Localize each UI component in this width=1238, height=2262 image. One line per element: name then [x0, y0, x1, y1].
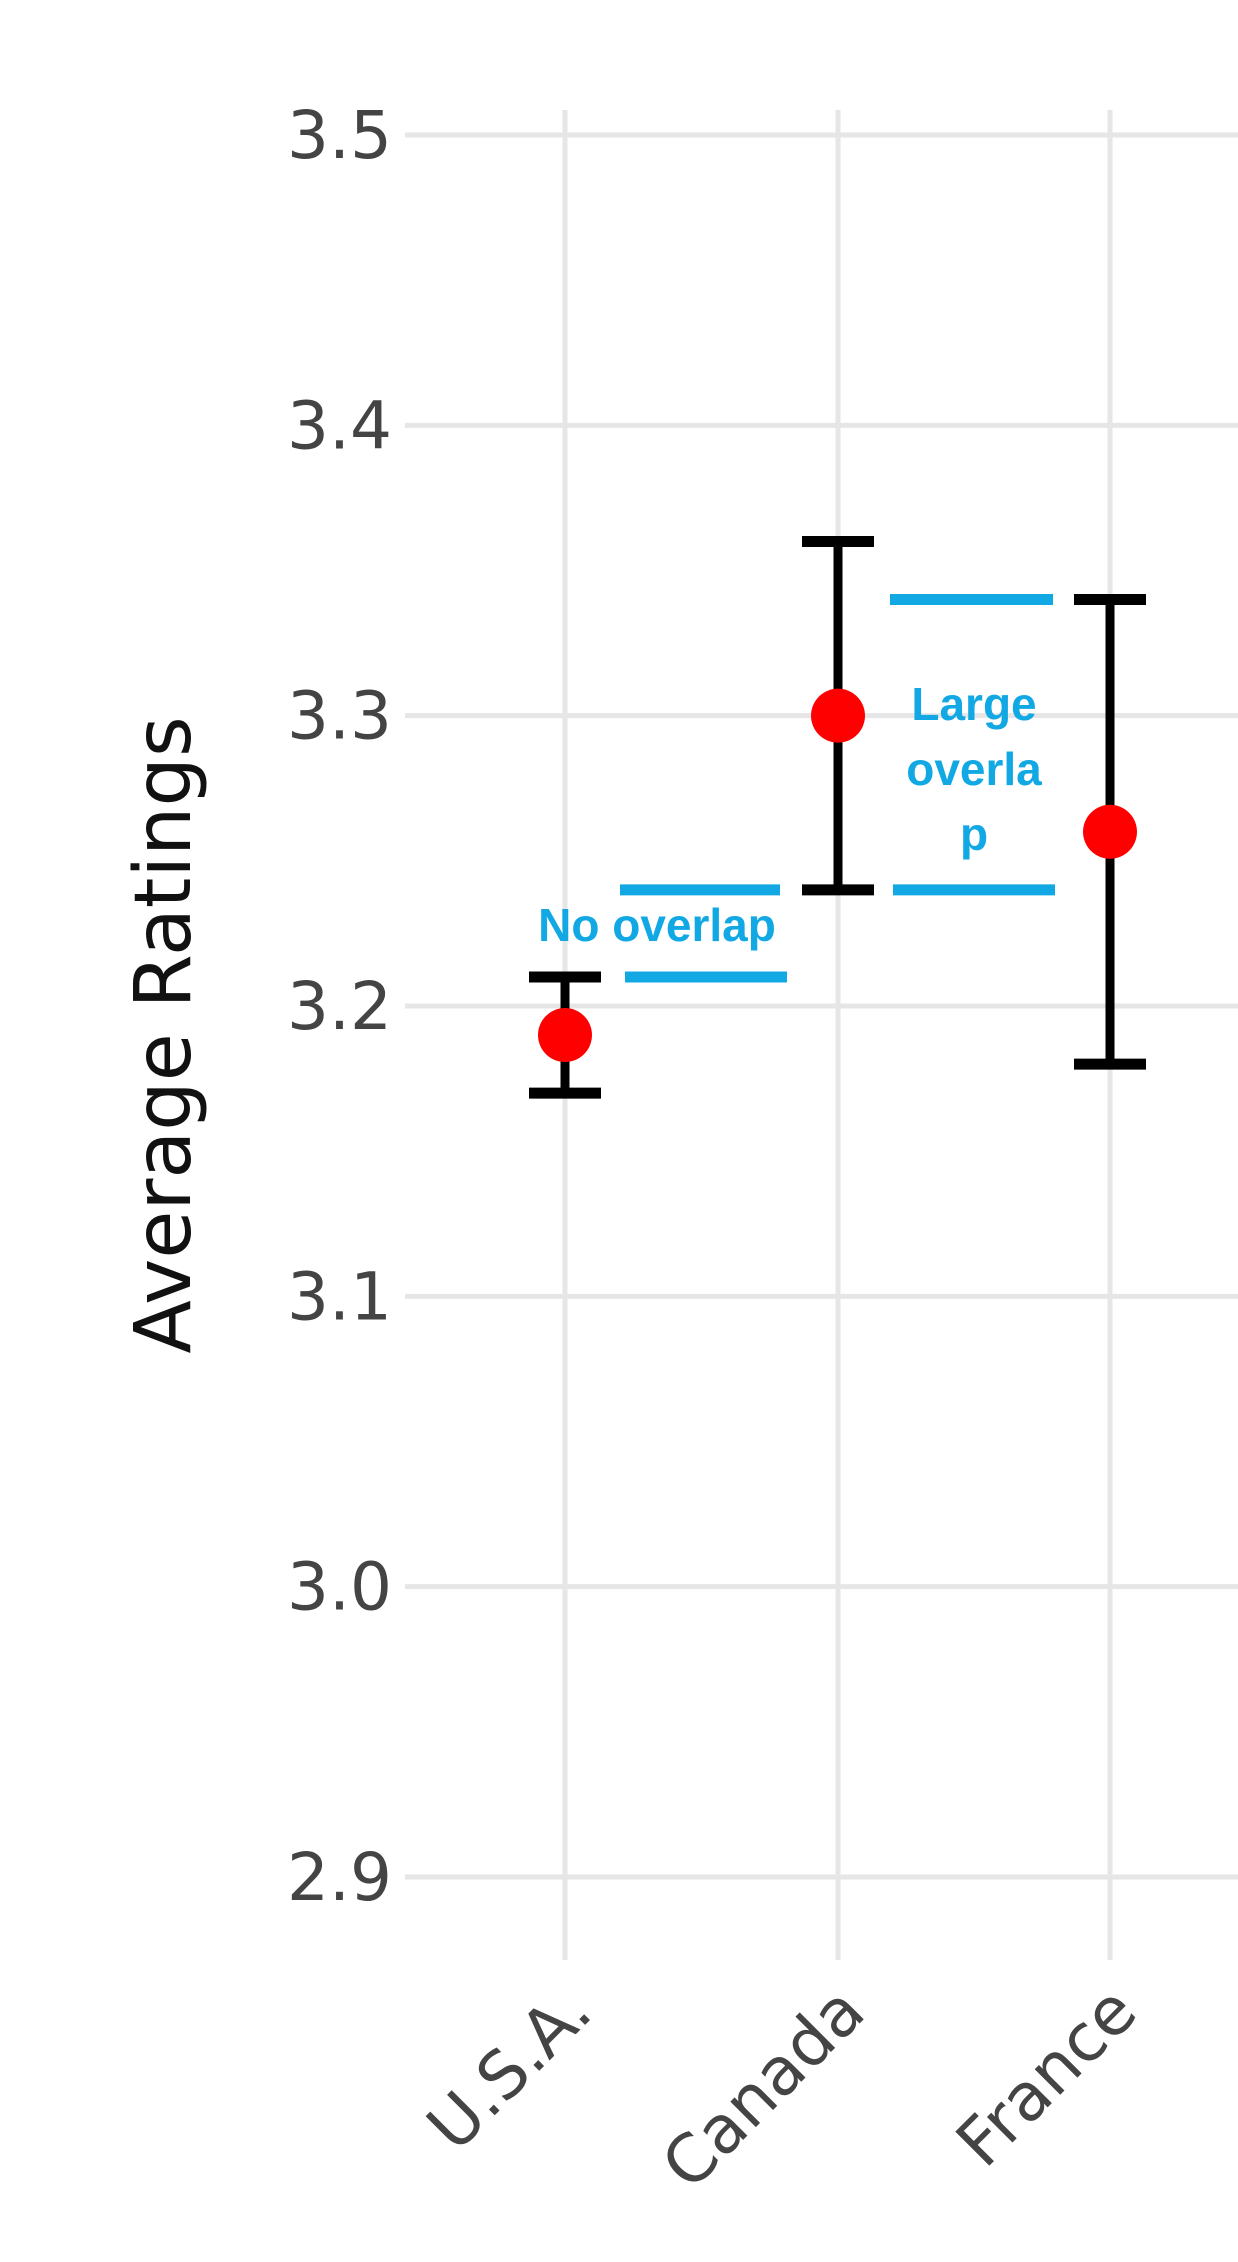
annotation-no-overlap: No overlap: [538, 899, 776, 951]
data-point: [1083, 804, 1137, 859]
x-tick-labels: U.S.A. Canada France: [412, 1972, 1151, 2204]
y-tick-label: 3.2: [287, 968, 392, 1045]
y-axis-title: Average Ratings: [119, 716, 209, 1353]
annotation-large-overlap-line: Large: [911, 678, 1036, 730]
annotation-large-overlap-line: p: [960, 808, 988, 860]
data-point: [811, 688, 865, 743]
annotation-large-overlap-line: overla: [906, 743, 1042, 795]
y-tick-label: 2.9: [287, 1839, 392, 1916]
data-point: [538, 1008, 592, 1063]
grid-layer: [405, 110, 1238, 1960]
y-tick-label: 3.4: [287, 387, 392, 464]
x-tick-label: Canada: [647, 1972, 879, 2204]
x-tick-label: France: [942, 1972, 1152, 2182]
annotation-layer: No overlap Large overla p: [538, 594, 1055, 983]
y-tick-label: 3.0: [287, 1549, 392, 1626]
y-tick-label: 3.1: [287, 1258, 392, 1335]
y-tick-labels: 3.5 3.4 3.3 3.2 3.1 3.0 2.9: [287, 97, 392, 1916]
y-tick-label: 3.5: [287, 97, 392, 174]
point-layer: [538, 688, 1137, 1063]
y-tick-label: 3.3: [287, 678, 392, 755]
x-tick-label: U.S.A.: [412, 1972, 606, 2166]
